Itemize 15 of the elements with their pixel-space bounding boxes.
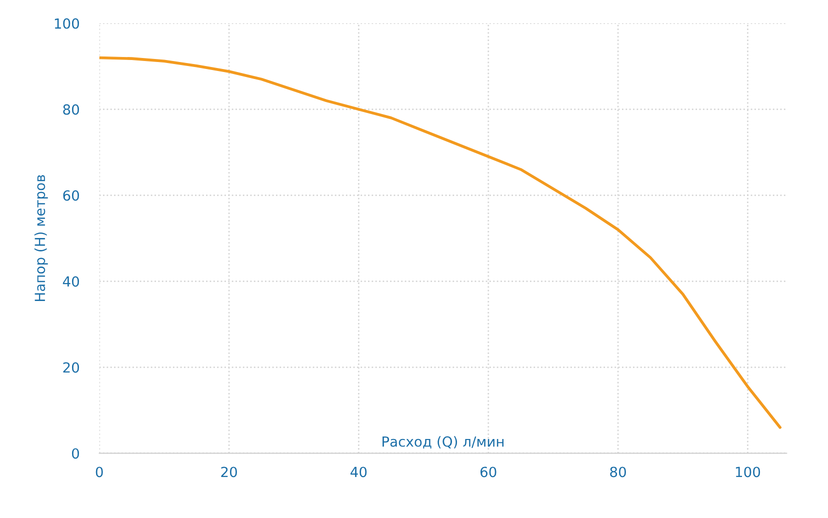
x-tick-label: 80: [610, 466, 626, 478]
y-tick-label: 0: [72, 448, 79, 459]
line-series: [99, 56, 782, 429]
y-axis-title: Напор (H) метров: [34, 175, 48, 301]
y-tick-label: 100: [54, 18, 79, 29]
x-axis-title: Расход (Q) л/мин: [382, 436, 504, 449]
x-tick-label: 40: [350, 466, 367, 478]
x-tick-label: 100: [736, 466, 760, 478]
x-tick-label: 20: [221, 466, 237, 478]
y-tick-label: 40: [62, 276, 79, 287]
y-tick-label: 60: [63, 190, 79, 201]
y-tick-label: 20: [63, 362, 79, 373]
x-tick-label: 0: [96, 466, 103, 478]
x-tick-label: 60: [480, 466, 496, 478]
y-tick-label: 80: [63, 104, 79, 115]
